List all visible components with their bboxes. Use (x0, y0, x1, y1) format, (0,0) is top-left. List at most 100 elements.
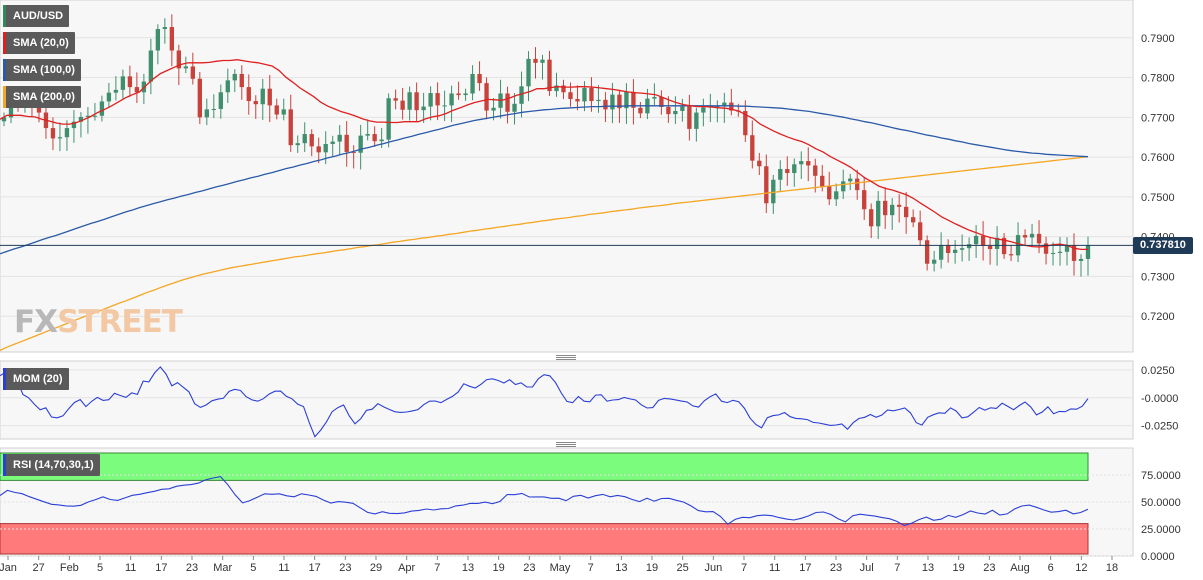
candle-bullish (85, 115, 91, 117)
candle-bullish (365, 134, 370, 136)
legend-sma200-label: SMA (200,0) (13, 91, 75, 103)
candle-bullish (78, 116, 84, 122)
x-axis-tick-label: Jan (0, 562, 17, 574)
price-axis-tick-label: 0.7300 (1141, 271, 1175, 283)
x-axis-tick-label: 11 (125, 562, 136, 574)
x-axis-tick-label: 17 (799, 562, 811, 574)
candle-bullish (554, 85, 559, 92)
x-axis-tick-label: 7 (434, 562, 440, 574)
x-axis-tick-label: 5 (250, 562, 256, 574)
candle-bullish (407, 92, 412, 110)
rsi-oversold-zone (0, 523, 1089, 555)
candle-bearish (477, 73, 482, 84)
candle-bearish (820, 175, 825, 187)
sma20-line (0, 59, 1088, 251)
candle-bearish (484, 83, 489, 111)
candle-bearish (190, 66, 195, 79)
sma100-line (0, 105, 1089, 255)
x-axis-tick-label: 27 (33, 562, 45, 574)
candle-bullish (652, 97, 657, 99)
candle-bullish (778, 169, 783, 180)
legend-sma100[interactable]: SMA (100,0) (3, 59, 81, 81)
candle-bullish (1085, 245, 1091, 259)
candle-bullish (64, 128, 70, 138)
legend-sma100-swatch (3, 59, 6, 81)
x-axis-tick-label: 7 (588, 562, 594, 574)
x-axis-tick-label: May (550, 562, 571, 574)
x-axis-tick-label: 25 (677, 562, 689, 574)
candle-bearish (561, 85, 566, 93)
candle-bullish (624, 91, 629, 109)
x-axis-tick-label: 19 (493, 562, 505, 574)
x-axis-tick-label: 5 (97, 562, 103, 574)
candle-bullish (323, 143, 328, 153)
legend-sma200[interactable]: SMA (200,0) (3, 86, 81, 108)
candle-bearish (575, 99, 580, 102)
candle-bullish (211, 108, 216, 110)
candle-bearish (924, 240, 930, 264)
candle-bearish (813, 165, 818, 176)
candle-bearish (659, 97, 664, 107)
x-axis-tick-label: 29 (370, 562, 382, 574)
legend-rsi-label: RSI (14,70,30,1) (13, 459, 94, 471)
pane-resize-handle-rsi[interactable] (556, 442, 576, 447)
candle-bearish (36, 107, 42, 113)
legend-sma20-label: SMA (20,0) (13, 37, 69, 49)
candle-bullish (491, 107, 496, 111)
candle-bullish (938, 245, 944, 260)
candle-bullish (113, 89, 119, 93)
candle-bearish (253, 101, 258, 105)
candle-bearish (729, 102, 734, 111)
candle-bullish (610, 94, 615, 110)
candle-bullish (204, 109, 209, 118)
rsi-axis-tick-label: 0.0000 (1141, 551, 1175, 563)
x-axis-tick-label: 7 (894, 562, 900, 574)
candle-bearish (785, 169, 790, 174)
candle-bearish (687, 106, 692, 129)
candle-bearish (316, 146, 321, 153)
price-axis-tick-label: 0.7600 (1141, 152, 1175, 164)
legend-rsi-swatch (3, 454, 6, 476)
candle-bullish (959, 248, 965, 250)
candle-bearish (883, 200, 888, 216)
legend-audusd[interactable]: AUD/USD (3, 5, 70, 27)
candle-bearish (246, 87, 251, 102)
legend-mom[interactable]: MOM (20) (3, 368, 69, 390)
pane-resize-handle-mom[interactable] (556, 355, 576, 360)
candle-bearish (897, 204, 902, 207)
candle-bearish (589, 87, 594, 102)
x-axis-tick-label: Aug (1010, 562, 1030, 574)
candle-bearish (400, 100, 405, 110)
candle-bearish (351, 151, 356, 153)
candle-bullish (1057, 251, 1063, 253)
candle-bearish (267, 88, 272, 106)
x-axis-tick-label: Mar (213, 562, 232, 574)
legend-sma200-swatch (3, 86, 6, 108)
x-axis-tick-label: Jun (704, 562, 722, 574)
legend-rsi[interactable]: RSI (14,70,30,1) (3, 454, 100, 476)
candle-bullish (71, 121, 77, 129)
candle-bearish (176, 50, 182, 69)
candle-bearish (617, 94, 622, 109)
candle-bearish (910, 217, 916, 223)
sma200-line (0, 156, 1089, 351)
candle-bearish (638, 107, 643, 114)
x-axis-tick-label: 7 (741, 562, 747, 574)
candle-bearish (903, 206, 909, 218)
candle-bearish (757, 160, 762, 167)
legend-mom-label: MOM (20) (13, 373, 63, 385)
rsi-axis-tick-label: 75.0000 (1141, 470, 1181, 482)
candle-bearish (372, 134, 377, 142)
candle-bullish (106, 92, 112, 102)
candle-bearish (855, 178, 860, 191)
candle-bullish (582, 87, 587, 102)
mom-axis-tick-label: -0.0000 (1141, 393, 1178, 405)
candle-bullish (848, 178, 853, 182)
candle-bullish (722, 102, 727, 107)
x-axis-tick-label: 11 (769, 562, 780, 574)
candle-bearish (1043, 243, 1049, 254)
legend-sma20[interactable]: SMA (20,0) (3, 32, 75, 54)
rsi-line (0, 476, 1089, 527)
